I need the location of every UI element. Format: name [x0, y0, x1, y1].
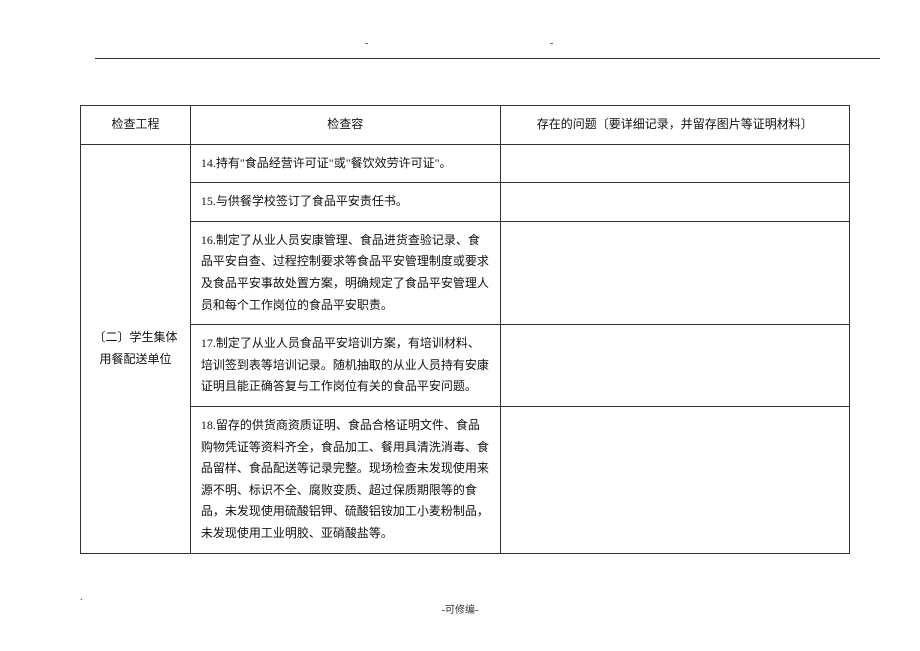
- content-cell-17: 17.制定了从业人员食品平安培训方案，有培训材料、培训签到表等培训记录。随机抽取…: [190, 325, 500, 407]
- issue-cell-14: [500, 144, 850, 183]
- table-row: 〔二〕学生集体用餐配送单位 14.持有"食品经营许可证"或"餐饮效劳许可证"。: [81, 144, 850, 183]
- header-dash-left: -: [365, 38, 368, 49]
- content-cell-14: 14.持有"食品经营许可证"或"餐饮效劳许可证"。: [190, 144, 500, 183]
- table-row: 18.留存的供货商资质证明、食品合格证明文件、食品购物凭证等资料齐全，食品加工、…: [81, 406, 850, 553]
- content-cell-16: 16.制定了从业人员安康管理、食品进货查验记录、食品平安自查、过程控制要求等食品…: [190, 221, 500, 324]
- header-dash-right: -: [550, 38, 553, 49]
- inspection-table-container: 检查工程 检查容 存在的问题〔要详细记录，并留存图片等证明材料〕 〔二〕学生集体…: [80, 105, 850, 554]
- issue-cell-17: [500, 325, 850, 407]
- issue-cell-15: [500, 183, 850, 222]
- footer-editable-label: -可修编-: [0, 601, 920, 616]
- content-cell-15: 15.与供餐学校签订了食品平安责任书。: [190, 183, 500, 222]
- table-row: 15.与供餐学校签订了食品平安责任书。: [81, 183, 850, 222]
- header-col-issues: 存在的问题〔要详细记录，并留存图片等证明材料〕: [500, 106, 850, 145]
- header-col-content: 检查容: [190, 106, 500, 145]
- table-header-row: 检查工程 检查容 存在的问题〔要详细记录，并留存图片等证明材料〕: [81, 106, 850, 145]
- issue-cell-18: [500, 406, 850, 553]
- top-horizontal-rule: [95, 58, 880, 59]
- content-cell-18: 18.留存的供货商资质证明、食品合格证明文件、食品购物凭证等资料齐全，食品加工、…: [190, 406, 500, 553]
- inspection-table: 检查工程 检查容 存在的问题〔要详细记录，并留存图片等证明材料〕 〔二〕学生集体…: [80, 105, 850, 554]
- table-row: 16.制定了从业人员安康管理、食品进货查验记录、食品平安自查、过程控制要求等食品…: [81, 221, 850, 324]
- header-col-project: 检查工程: [81, 106, 191, 145]
- category-cell: 〔二〕学生集体用餐配送单位: [81, 144, 191, 553]
- issue-cell-16: [500, 221, 850, 324]
- table-row: 17.制定了从业人员食品平安培训方案，有培训材料、培训签到表等培训记录。随机抽取…: [81, 325, 850, 407]
